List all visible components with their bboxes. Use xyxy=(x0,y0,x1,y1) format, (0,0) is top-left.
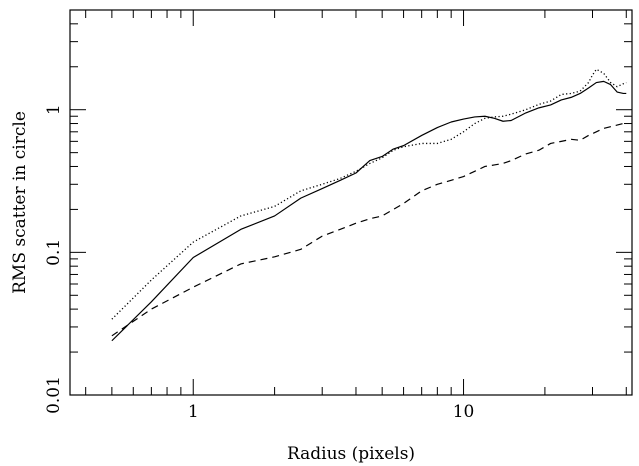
y-axis-label: RMS scatter in circle xyxy=(10,111,30,294)
x-tick-label: 1 xyxy=(188,402,199,422)
tick-labels: 1 10 0.01 0.1 1 xyxy=(44,104,474,422)
y-tick-label: 1 xyxy=(44,104,64,115)
x-axis-label: Radius (pixels) xyxy=(287,444,415,464)
plot-frame xyxy=(69,9,633,396)
axis-ticks xyxy=(70,9,632,396)
series-dotted-line xyxy=(111,68,627,320)
x-tick-label: 10 xyxy=(453,402,475,422)
series-solid-line xyxy=(111,80,627,342)
series-layer xyxy=(111,68,627,342)
y-tick-label: 0.1 xyxy=(44,239,64,266)
y-tick-label: 0.01 xyxy=(44,376,64,414)
series-dashed-line xyxy=(111,122,627,337)
